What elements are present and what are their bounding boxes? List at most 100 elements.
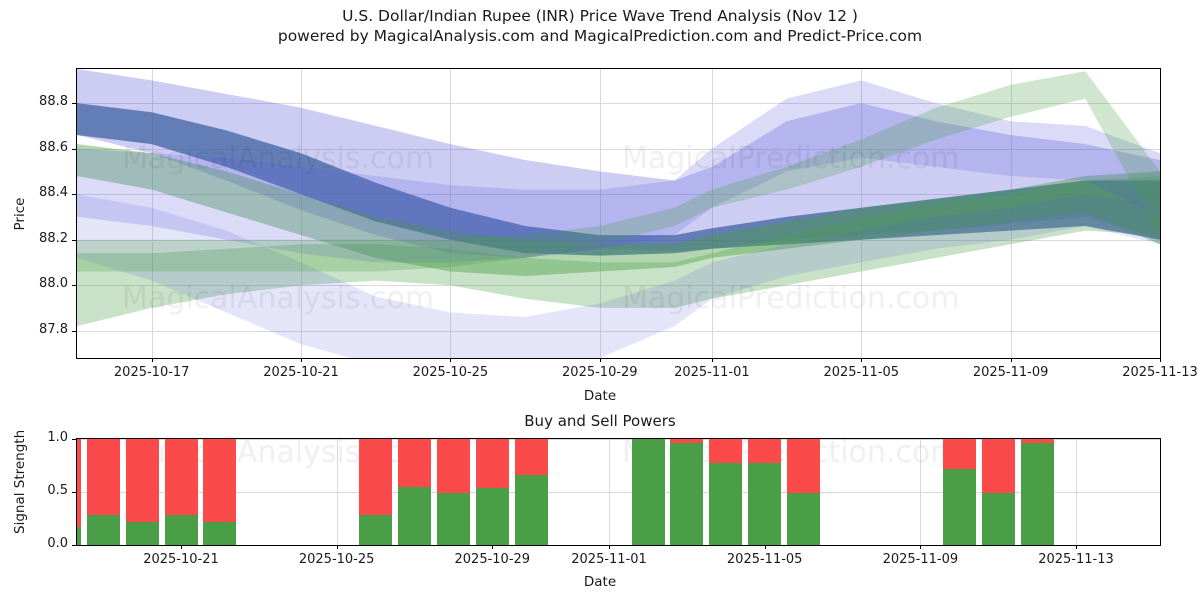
sell-power-segment <box>1020 439 1054 444</box>
buy-power-segment <box>787 493 821 545</box>
wave-band <box>77 176 1160 327</box>
signal-x-tickmark <box>1076 545 1077 549</box>
price-y-tickmark <box>72 239 76 241</box>
signal-gridline-h <box>77 545 1160 546</box>
price-wave-bands <box>77 69 1160 358</box>
signal-x-tick: 2025-10-25 <box>298 552 375 567</box>
sell-power-segment <box>398 439 431 487</box>
signal-x-tickmark <box>181 545 182 549</box>
price-x-tick: 2025-10-21 <box>263 365 339 380</box>
signal-gridline-h <box>77 439 1160 440</box>
signal-gridline-v <box>1076 439 1077 545</box>
price-x-tick: 2025-11-01 <box>674 365 750 380</box>
signal-bar[interactable] <box>436 439 470 545</box>
price-gridline-h <box>77 330 1160 332</box>
price-x-tickmark <box>861 358 863 362</box>
signal-x-tick: 2025-11-13 <box>1038 552 1114 567</box>
price-x-tick: 2025-11-09 <box>972 365 1049 380</box>
price-y-tick: 88.8 <box>39 94 68 110</box>
signal-bar[interactable] <box>86 439 120 545</box>
signal-bar[interactable] <box>514 439 548 545</box>
buy-power-segment <box>1020 443 1054 545</box>
buy-power-segment <box>203 521 237 545</box>
wave-band <box>77 71 1160 272</box>
signal-bar[interactable] <box>203 439 237 545</box>
price-wave-plot-area: MagicalAnalysis.comMagicalPrediction.com… <box>76 68 1161 359</box>
signal-gridline-v <box>609 439 610 545</box>
price-y-tickmark <box>72 148 76 150</box>
signal-y-axis-label: Signal Strength <box>12 429 28 534</box>
signal-x-tick: 2025-11-01 <box>571 552 647 567</box>
sell-power-segment <box>981 439 1015 494</box>
signal-bar[interactable] <box>631 439 665 545</box>
price-y-tickmark <box>72 103 76 105</box>
signal-gridline-h <box>77 492 1160 493</box>
signal-bar[interactable] <box>359 439 393 545</box>
signal-bar[interactable] <box>942 439 976 545</box>
signal-bar[interactable] <box>748 439 782 545</box>
buy-power-segment <box>514 475 548 545</box>
price-y-tickmark <box>72 194 76 196</box>
signal-bar[interactable] <box>670 439 704 545</box>
buy-power-segment <box>125 521 159 545</box>
sell-power-segment <box>475 439 509 488</box>
sell-power-segment <box>942 439 976 469</box>
price-x-tick: 2025-10-25 <box>412 365 489 380</box>
signal-x-tickmark <box>920 545 922 549</box>
sell-power-segment <box>787 439 821 494</box>
signal-bar[interactable] <box>125 439 159 545</box>
signal-y-tickmark <box>72 439 76 440</box>
price-x-tickmark <box>450 358 452 362</box>
price-y-tickmark <box>72 285 76 287</box>
signal-x-tickmark <box>336 545 338 549</box>
signal-bar[interactable] <box>787 439 821 545</box>
signal-bar[interactable] <box>77 439 81 545</box>
buy-power-segment <box>709 463 743 545</box>
buy-power-segment <box>436 493 470 545</box>
wave-band <box>77 80 1160 263</box>
signal-gridline-v <box>336 439 338 545</box>
sell-power-segment <box>514 439 548 475</box>
signal-chart-title: Buy and Sell Powers <box>524 412 676 430</box>
signal-x-tick: 2025-10-21 <box>143 552 219 567</box>
price-gridline-h <box>77 285 1160 287</box>
price-x-tickmark <box>1010 358 1012 362</box>
price-y-tick: 87.8 <box>39 321 68 337</box>
signal-x-tickmark <box>764 545 766 549</box>
buy-power-segment <box>748 463 782 545</box>
signal-bar[interactable] <box>709 439 743 545</box>
signal-x-tick: 2025-10-29 <box>454 552 531 567</box>
price-gridline-v <box>301 69 303 358</box>
signal-bar[interactable] <box>164 439 198 545</box>
buy-power-segment <box>942 468 976 545</box>
price-x-tick: 2025-10-17 <box>113 365 190 380</box>
signal-bar[interactable] <box>981 439 1015 545</box>
signal-bar[interactable] <box>398 439 431 545</box>
price-y-tick: 88.6 <box>39 139 68 155</box>
wave-band <box>77 103 1160 256</box>
sell-power-segment <box>709 439 743 464</box>
chart-title-block: U.S. Dollar/Indian Rupee (INR) Price Wav… <box>0 6 1200 46</box>
signal-x-axis-label: Date <box>583 574 617 590</box>
price-y-tick: 88.0 <box>39 276 68 292</box>
signal-y-tickmark <box>72 492 76 493</box>
signal-bar[interactable] <box>1020 439 1054 545</box>
price-x-tick: 2025-11-13 <box>1122 365 1198 380</box>
buy-power-segment <box>86 515 120 545</box>
sell-power-segment <box>125 439 159 522</box>
price-gridline-h <box>77 194 1160 196</box>
buy-power-segment <box>981 493 1015 545</box>
signal-y-tickmark <box>72 545 76 546</box>
signal-x-tickmark <box>609 545 611 549</box>
signal-bar[interactable] <box>475 439 509 545</box>
buy-power-segment <box>164 515 198 545</box>
price-x-axis-label: Date <box>583 388 617 404</box>
price-gridline-h <box>77 148 1160 150</box>
price-gridline-h <box>77 103 1160 105</box>
buy-power-segment <box>77 527 81 545</box>
price-y-axis-label: Price <box>12 197 28 231</box>
buy-power-segment <box>670 443 704 545</box>
price-x-tickmark <box>599 358 601 362</box>
